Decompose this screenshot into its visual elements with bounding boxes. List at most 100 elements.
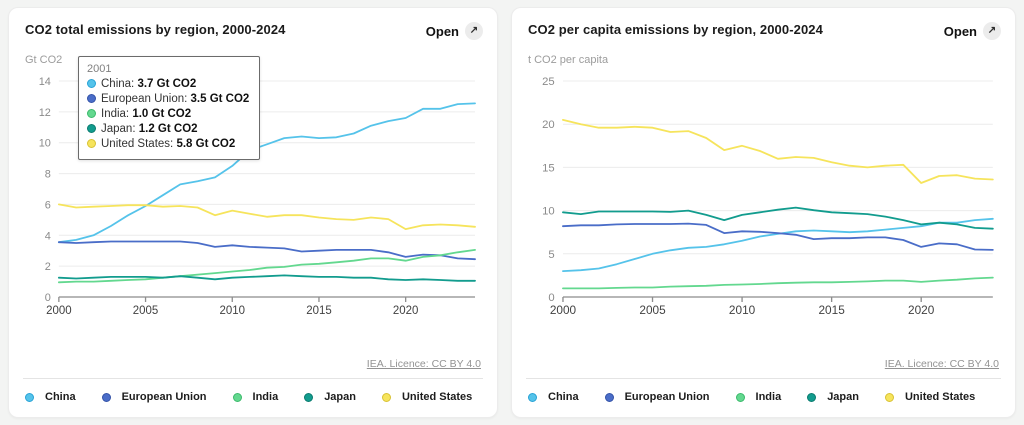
legend-dot: [807, 392, 817, 402]
series-line-european-union: [562, 222, 994, 251]
legend: China European Union India Japan United Stat…: [512, 379, 1015, 417]
tooltip-dot: [87, 93, 96, 103]
divider: [23, 378, 483, 379]
series-line-china: [57, 102, 476, 244]
y-tick-label: 12: [39, 107, 51, 119]
total-emissions-line-chart[interactable]: 0 2 4 6 8 10 12 14 2000 2005 2010 2015 2020: [25, 73, 481, 323]
legend-label: European Union: [121, 391, 207, 403]
legend-item-india[interactable]: India: [232, 391, 279, 403]
card-footer: IEA. Licence: CC BY 4.0 China European Un…: [9, 358, 497, 417]
open-button[interactable]: Open ↗: [944, 22, 1001, 40]
legend-dot: [381, 392, 391, 402]
x-tick-label: 2005: [133, 305, 158, 317]
legend-item-china[interactable]: China: [25, 391, 76, 403]
tooltip-row-japan: Japan: 1.2 Gt CO2: [87, 122, 249, 137]
legend-dot: [232, 392, 242, 402]
legend-item-india[interactable]: India: [735, 391, 782, 403]
legend-dot: [884, 392, 894, 402]
x-tick-label: 2000: [46, 305, 71, 317]
legend-label: China: [548, 391, 579, 403]
y-tick-label: 6: [45, 199, 51, 211]
y-tick-label: 10: [542, 206, 555, 218]
legend-dot: [25, 392, 34, 402]
x-tick-label: 2015: [306, 305, 331, 317]
external-link-icon: ↗: [983, 22, 1001, 40]
open-button[interactable]: Open ↗: [426, 22, 483, 40]
per-capita-emissions-line-chart[interactable]: 0 5 10 15 20 25 2000 2005 2010 2015 2020: [528, 73, 999, 323]
card-header: CO2 per capita emissions by region, 2000…: [512, 8, 1015, 40]
gridlines: [562, 80, 993, 255]
y-tick-label: 4: [45, 230, 51, 242]
y-tick-label: 25: [542, 76, 555, 88]
tooltip-dot: [87, 108, 96, 118]
y-tick-label: 5: [548, 249, 554, 261]
legend-item-china[interactable]: China: [528, 391, 579, 403]
divider: [526, 378, 1001, 379]
card-header: CO2 total emissions by region, 2000-2024…: [9, 8, 497, 40]
y-tick-label: 0: [548, 292, 554, 304]
legend-item-united-states[interactable]: United States: [884, 391, 976, 403]
legend-dot: [101, 392, 111, 402]
tooltip-dot: [87, 78, 96, 88]
legend-label: United States: [904, 391, 976, 403]
attribution-link[interactable]: IEA. Licence: CC BY 4.0: [366, 358, 481, 370]
legend-dot: [735, 392, 745, 402]
attribution: IEA. Licence: CC BY 4.0: [25, 358, 481, 370]
y-tick-label: 15: [542, 163, 555, 175]
tooltip-year: 2001: [87, 63, 112, 75]
y-tick-label: 20: [542, 119, 555, 131]
gridlines: [58, 80, 476, 267]
legend-dot: [304, 392, 314, 402]
legend: China European Union India Japan United Stat…: [9, 379, 497, 417]
series-line-japan: [57, 274, 476, 282]
series-line-india: [57, 248, 476, 284]
series-line-united-states: [562, 119, 994, 184]
x-tick-label: 2020: [908, 304, 935, 317]
attribution: IEA. Licence: CC BY 4.0: [528, 358, 999, 370]
tooltip-row-china: China: 3.7 Gt CO2: [87, 77, 249, 92]
legend-item-european-union[interactable]: European Union: [604, 391, 710, 403]
chart-title: CO2 total emissions by region, 2000-2024: [25, 22, 286, 37]
tooltip-row-united-states: United States: 5.8 Gt CO2: [87, 137, 249, 152]
x-tick-label: 2010: [729, 304, 756, 317]
y-axis-unit-label: Gt CO2: [25, 54, 63, 66]
tooltip-row-european-union: European Union: 3.5 Gt CO2: [87, 92, 249, 107]
tooltip-dot: [87, 139, 96, 149]
x-tick-label: 2020: [393, 305, 418, 317]
y-tick-label: 14: [39, 76, 51, 88]
legend-label: China: [45, 391, 76, 403]
legend-dot: [528, 392, 537, 402]
y-tick-label: 10: [39, 138, 51, 150]
chart-area: t CO2 per capita 0 5 10 15 20 25 2000 2005 2010 2…: [528, 54, 999, 323]
x-tick-label: 2005: [639, 304, 665, 317]
attribution-link[interactable]: IEA. Licence: CC BY 4.0: [884, 358, 999, 370]
series-line-india: [562, 276, 994, 290]
chart-card-per-capita-emissions: CO2 per capita emissions by region, 2000…: [511, 7, 1016, 418]
legend-label: Japan: [827, 391, 859, 403]
legend-item-european-union[interactable]: European Union: [101, 391, 207, 403]
chart-area: Gt CO2 0 2 4 6 8 10 12 14 2000 2005 2010 2015 2020 2…: [25, 54, 481, 323]
series-line-european-union: [57, 240, 476, 261]
legend-dot: [604, 392, 614, 402]
y-axis-unit-label: t CO2 per capita: [528, 54, 609, 66]
chart-title: CO2 per capita emissions by region, 2000…: [528, 22, 823, 37]
legend-item-japan[interactable]: Japan: [807, 391, 859, 403]
y-tick-label: 2: [45, 261, 51, 273]
x-tick-label: 2015: [818, 304, 844, 317]
legend-item-united-states[interactable]: United States: [381, 391, 472, 403]
card-footer: IEA. Licence: CC BY 4.0 China European Un…: [512, 358, 1015, 417]
chart-tooltip: 2001 China: 3.7 Gt CO2 European Union: 3.5…: [78, 56, 261, 161]
series-line-japan: [562, 206, 994, 230]
external-link-icon: ↗: [465, 22, 483, 40]
legend-label: India: [252, 391, 279, 403]
legend-label: India: [755, 391, 782, 403]
legend-item-japan[interactable]: Japan: [304, 391, 356, 403]
tooltip-dot: [87, 124, 96, 134]
tooltip-row-india: India: 1.0 Gt CO2: [87, 107, 249, 122]
x-tick-label: 2000: [550, 304, 577, 317]
open-button-label: Open: [943, 23, 977, 39]
open-button-label: Open: [425, 23, 459, 39]
legend-label: European Union: [624, 391, 710, 403]
legend-label: Japan: [324, 391, 356, 403]
